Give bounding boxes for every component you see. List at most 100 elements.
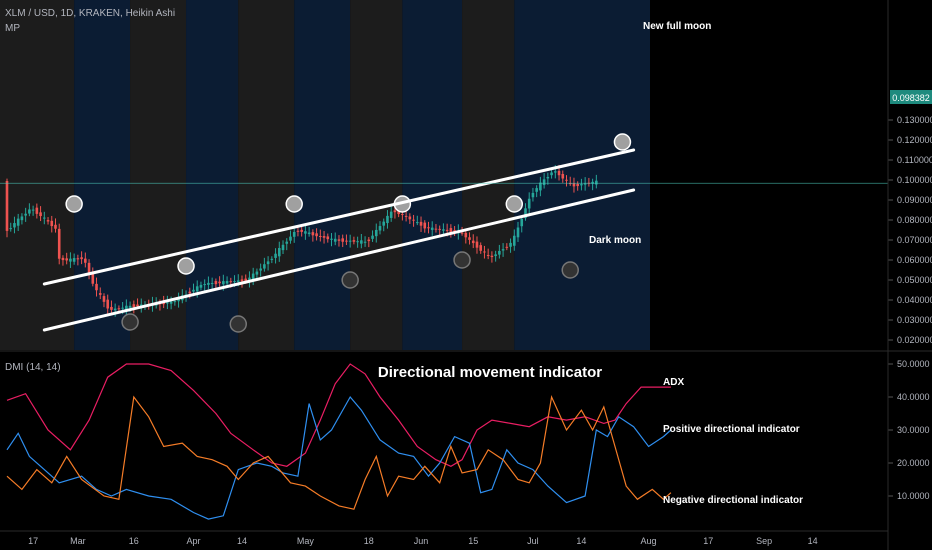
price-candle-up <box>28 209 31 214</box>
price-candle-up <box>173 301 177 303</box>
price-candle-up <box>374 229 378 237</box>
dark-moon-marker <box>229 315 248 333</box>
price-candle-up <box>539 182 542 191</box>
price-candle-down <box>300 229 303 232</box>
price-candle-down <box>367 239 371 242</box>
price-candle-up <box>430 227 434 230</box>
time-tick-label: 15 <box>468 536 478 546</box>
price-candle-up <box>274 253 277 258</box>
price-candle-down <box>352 240 356 242</box>
price-candle-up <box>277 248 281 257</box>
price-candle-up <box>580 184 583 186</box>
price-candle-down <box>57 228 61 259</box>
price-candle-down <box>468 237 471 240</box>
price-candle-up <box>524 208 527 219</box>
price-candle-down <box>132 304 136 308</box>
price-candle-down <box>80 257 83 260</box>
full-moon-marker <box>177 257 195 275</box>
price-candle-up <box>251 273 255 281</box>
price-candle-up <box>195 286 199 292</box>
price-candle-up <box>285 241 289 244</box>
time-tick-label: Mar <box>70 536 86 546</box>
price-candle-down <box>479 245 483 251</box>
price-candle-up <box>255 271 259 275</box>
price-candle-up <box>24 213 27 216</box>
price-candle-up <box>289 236 292 241</box>
price-candle-down <box>453 230 456 232</box>
price-candle-up <box>270 258 274 260</box>
price-candle-down <box>460 232 464 234</box>
price-tick-label: 0.090000 <box>897 195 932 205</box>
price-candle-down <box>341 238 344 242</box>
price-tick-label: 0.080000 <box>897 215 932 225</box>
full-moon-marker <box>505 195 524 213</box>
price-tick-label: 0.020000 <box>897 335 932 345</box>
price-candle-up <box>292 231 296 237</box>
current-price-box <box>890 90 932 104</box>
legend-negative-di: Negative directional indicator <box>663 495 803 506</box>
price-tick-label: 0.110000 <box>897 155 932 165</box>
price-candle-down <box>46 220 50 222</box>
price-candle-up <box>371 235 374 239</box>
price-candle-down <box>326 236 330 240</box>
price-candle-up <box>382 221 386 226</box>
price-candle-up <box>531 192 535 198</box>
price-candle-up <box>348 240 352 242</box>
time-tick-label: Jul <box>527 536 539 546</box>
price-candle-up <box>550 172 553 176</box>
price-candle-down <box>475 241 479 248</box>
price-candle-down <box>423 222 427 229</box>
price-candle-up <box>13 223 16 228</box>
price-candle-down <box>98 293 102 295</box>
time-tick-label: 14 <box>808 536 818 546</box>
price-candle-up <box>386 215 389 224</box>
time-tick-label: 18 <box>364 536 374 546</box>
price-candle-up <box>494 254 497 257</box>
price-tick-label: 0.060000 <box>897 255 932 265</box>
time-tick-label: 17 <box>703 536 713 546</box>
price-candle-down <box>345 240 348 242</box>
price-candle-down <box>229 281 233 283</box>
price-candle-down <box>427 227 430 229</box>
price-candle-up <box>169 301 173 304</box>
price-candle-up <box>177 298 180 302</box>
price-candle-down <box>136 304 139 307</box>
moon-phase-band <box>514 0 650 350</box>
price-candle-up <box>363 241 367 243</box>
price-candle-down <box>244 278 248 282</box>
price-candle-up <box>546 176 550 179</box>
price-candle-down <box>408 216 412 220</box>
price-candle-down <box>65 258 68 261</box>
price-candle-up <box>166 302 169 304</box>
price-candle-down <box>572 183 576 187</box>
dmi-tick-label: 50.0000 <box>897 359 930 369</box>
price-candle-up <box>128 305 132 308</box>
positive-di-line <box>6 395 672 520</box>
current-price-label: 0.098382 <box>890 90 932 104</box>
annotation-dark-moon: Dark moon <box>589 235 641 246</box>
current-price-value: 0.098382 <box>892 93 930 103</box>
price-candle-up <box>69 258 72 262</box>
price-candle-up <box>210 282 214 284</box>
time-tick-label: Jun <box>414 536 429 546</box>
time-tick-label: Sep <box>756 536 772 546</box>
price-tick-label: 0.030000 <box>897 315 932 325</box>
price-candle-up <box>281 244 285 251</box>
price-candle-up <box>266 261 270 265</box>
price-candle-down <box>434 228 438 230</box>
price-candle-down <box>296 230 300 232</box>
price-candle-up <box>236 280 240 282</box>
price-candle-up <box>192 289 195 292</box>
time-tick-label: Aug <box>641 536 657 546</box>
price-candle-down <box>404 215 408 217</box>
price-candle-up <box>356 241 359 243</box>
price-candle-up <box>259 268 262 271</box>
price-candle-up <box>595 180 598 185</box>
price-candle-down <box>565 179 568 181</box>
price-candle-up <box>512 235 516 246</box>
price-candle-down <box>84 258 87 263</box>
price-candle-up <box>516 227 520 238</box>
price-candle-up <box>542 179 546 186</box>
